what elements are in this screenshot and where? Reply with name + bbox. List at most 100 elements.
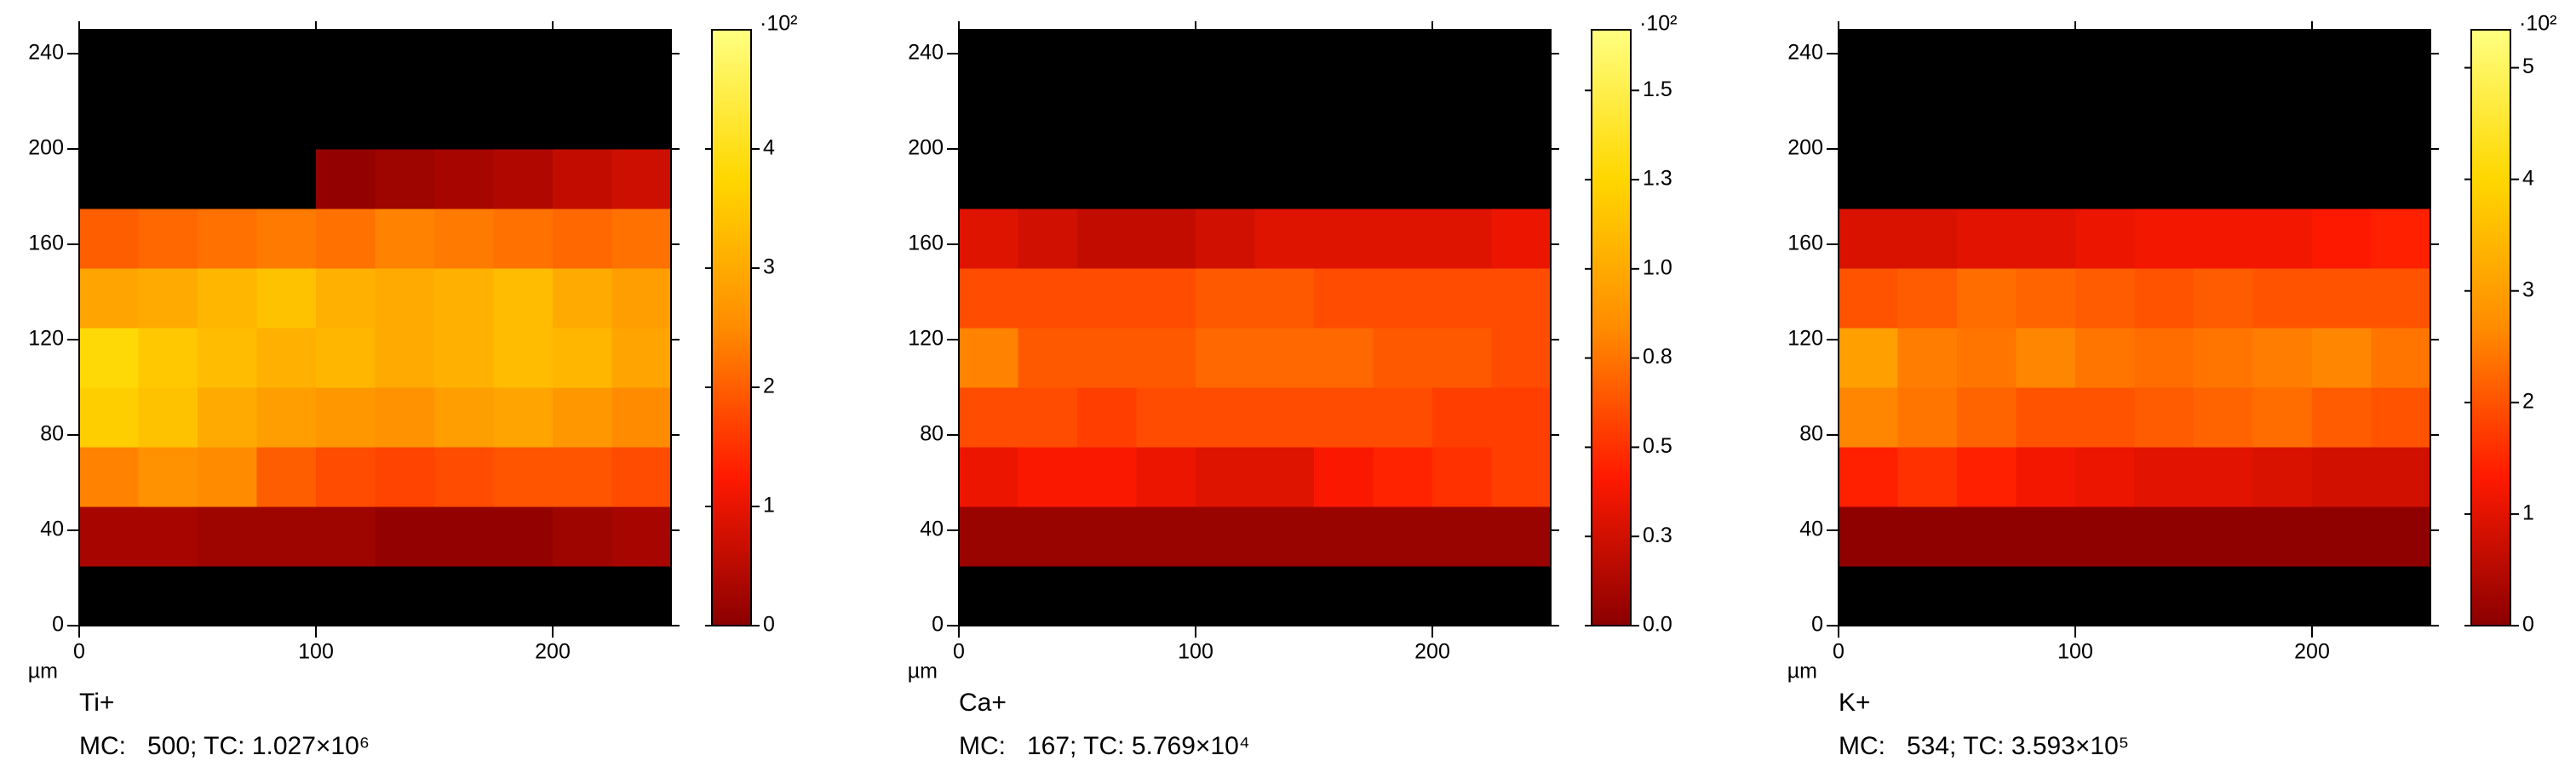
- heatmap-cell: [79, 89, 139, 150]
- heatmap-cell: [2016, 328, 2076, 388]
- heatmap-cell: [1136, 566, 1196, 626]
- heatmap-cell: [1136, 328, 1196, 388]
- heatmap-cell: [2312, 209, 2372, 269]
- heatmap-cell: [1254, 30, 1315, 90]
- heatmap-cell: [79, 328, 139, 388]
- heatmap-cell: [1077, 566, 1137, 626]
- heatmap-cell: [1314, 149, 1374, 209]
- heatmap-cell: [2194, 506, 2253, 567]
- heatmap-cell: [1491, 209, 1552, 269]
- heatmap-cell: [434, 506, 494, 567]
- heatmap-cell: [1254, 268, 1315, 329]
- heatmap-cell: [79, 387, 139, 448]
- panel-footer: MC: 500; TC: 1.027×10⁶: [79, 732, 370, 760]
- heatmap-cell: [2371, 566, 2431, 626]
- heatmap-cell: [1839, 566, 1898, 626]
- heatmap-cell: [375, 209, 435, 269]
- heatmap-cell: [2075, 506, 2135, 567]
- heatmap-cell: [375, 506, 435, 567]
- heatmap-cell: [434, 566, 494, 626]
- heatmap-cell: [79, 268, 139, 329]
- heatmap-cell: [1136, 506, 1196, 567]
- heatmap-cell: [1373, 209, 1433, 269]
- heatmap-cell: [1196, 566, 1255, 626]
- colorbar-tick-label: 1.0: [1643, 255, 1672, 279]
- colorbar-tick-label: 0: [763, 613, 775, 637]
- heatmap-cell: [553, 30, 612, 90]
- heatmap-cell: [2194, 387, 2253, 448]
- heatmap-cell: [1897, 328, 1958, 388]
- heatmap-cell: [553, 447, 612, 507]
- heatmap-cell: [959, 566, 1018, 626]
- y-tick-label: 80: [920, 422, 944, 446]
- heatmap-cell: [1314, 30, 1374, 90]
- heatmap-cell: [2134, 149, 2194, 209]
- heatmap-cell: [1432, 387, 1492, 448]
- heatmap-cell: [1373, 30, 1433, 90]
- heatmap-cell: [1897, 268, 1958, 329]
- heatmap-cell: [1957, 506, 2017, 567]
- heatmap-cell: [1432, 89, 1492, 150]
- axis-unit: µm: [908, 660, 938, 684]
- heatmap-cell: [375, 30, 435, 90]
- heatmap-cell: [1897, 89, 1958, 150]
- heatmap-cell: [1432, 149, 1492, 209]
- heatmap-cell: [2075, 447, 2135, 507]
- heatmap-cell: [79, 209, 139, 269]
- heatmap-cell: [79, 566, 139, 626]
- heatmap-cell: [1373, 149, 1433, 209]
- colorbar-tick-label: 4: [2522, 166, 2534, 190]
- heatmap-cell: [198, 209, 257, 269]
- heatmap-cell: [1957, 328, 2017, 388]
- heatmap-cell: [553, 328, 612, 388]
- heatmap-cell: [138, 566, 198, 626]
- x-tick-label: 0: [953, 640, 965, 664]
- heatmap-cell: [138, 209, 198, 269]
- heatmap-cell: [2252, 328, 2313, 388]
- heatmap-cell: [553, 89, 612, 150]
- heatmap-cell: [256, 268, 317, 329]
- heatmap-cell: [1077, 149, 1137, 209]
- heatmap-cell: [2075, 30, 2135, 90]
- heatmap-cell: [1196, 328, 1255, 388]
- colorbar-tick-label: 1.3: [1643, 167, 1672, 191]
- colorbar: [2470, 29, 2511, 626]
- heatmap-cell: [1254, 89, 1315, 150]
- heatmap-cell: [138, 30, 198, 90]
- y-tick-label: 0: [932, 613, 944, 637]
- heatmap-cell: [1018, 447, 1078, 507]
- colorbar-tick-label: 3: [763, 255, 775, 279]
- heatmap-cell: [198, 89, 257, 150]
- heatmap-cell: [1314, 209, 1374, 269]
- heatmap-cell: [2134, 89, 2194, 150]
- heatmap-cell: [1373, 566, 1433, 626]
- heatmap-cell: [1491, 268, 1552, 329]
- heatmap-cell: [1196, 387, 1255, 448]
- heatmap-cell: [1373, 268, 1433, 329]
- heatmap-cell: [316, 30, 376, 90]
- heatmap-cell: [611, 209, 672, 269]
- heatmap-cell: [959, 447, 1018, 507]
- heatmap-cell: [1373, 506, 1433, 567]
- heatmap-cell: [2134, 209, 2194, 269]
- y-tick-label: 200: [28, 136, 64, 160]
- panel-title: Ti+: [79, 689, 114, 717]
- heatmap-cell: [2194, 268, 2253, 329]
- heatmap-cell: [1254, 209, 1315, 269]
- heatmap-cell: [493, 387, 554, 448]
- heatmap-cell: [256, 149, 317, 209]
- heatmap-cell: [256, 387, 317, 448]
- heatmap-cell: [1839, 30, 1898, 90]
- heatmap-cell: [553, 149, 612, 209]
- heatmap-cell: [2194, 447, 2253, 507]
- heatmap-cell: [1314, 566, 1374, 626]
- heatmap-cell: [256, 30, 317, 90]
- heatmap-cell: [553, 566, 612, 626]
- heatmap-cell: [1957, 447, 2017, 507]
- heatmap-cell: [1491, 89, 1552, 150]
- y-tick-label: 80: [1799, 422, 1823, 446]
- heatmap-cell: [959, 209, 1018, 269]
- heatmap-cell: [2075, 89, 2135, 150]
- colorbar-tick-label: 1.5: [1643, 77, 1672, 101]
- heatmap-cell: [1839, 89, 1898, 150]
